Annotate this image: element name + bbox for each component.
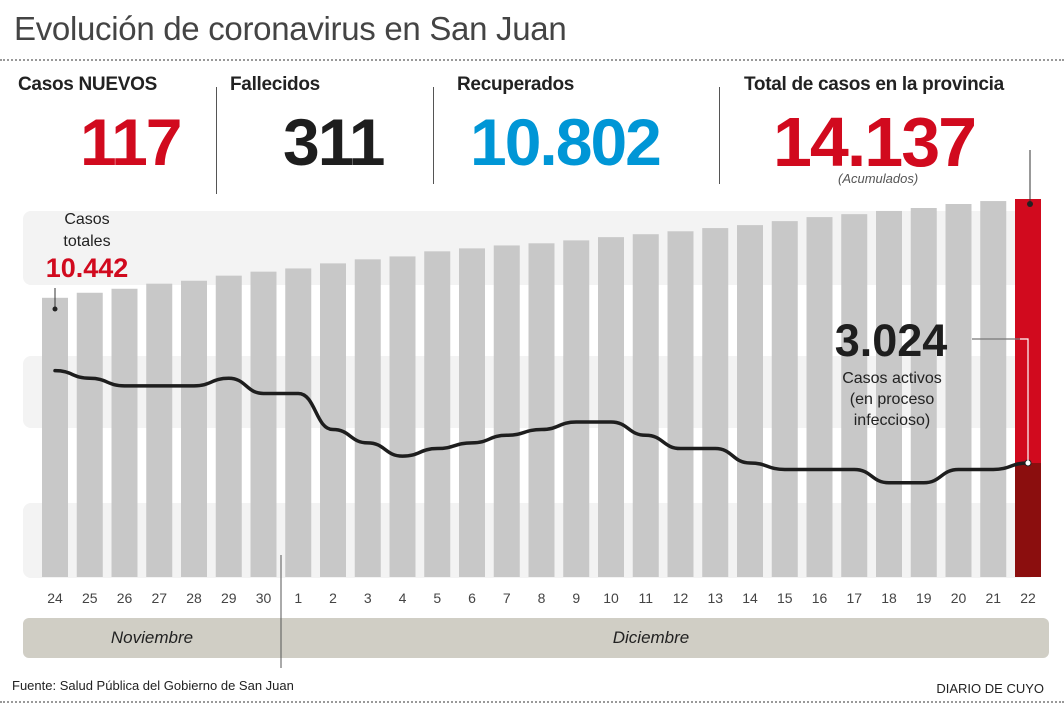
x-tick-11: 11: [638, 590, 653, 606]
deaths-label: Fallecidos: [230, 74, 320, 95]
bar-18: [876, 210, 902, 578]
x-tick-27: 27: [151, 590, 167, 606]
x-tick-17: 17: [846, 590, 862, 606]
x-tick-19: 19: [916, 590, 932, 606]
x-tick-6: 6: [468, 590, 476, 606]
x-tick-2: 2: [329, 590, 337, 606]
title-divider: [0, 59, 1064, 61]
bar-20: [945, 204, 972, 578]
active-label-line3: infeccioso): [854, 412, 930, 429]
x-tick-4: 4: [399, 590, 407, 606]
x-tick-30: 30: [256, 590, 272, 606]
recovered-label: Recuperados: [457, 74, 575, 95]
stat-divider: [433, 87, 434, 184]
recovered-value: 10.802: [470, 105, 662, 179]
x-tick-3: 3: [364, 590, 372, 606]
x-tick-16: 16: [812, 590, 828, 606]
x-tick-labels: 24 25 26 27 28 29 30 1 2 3 4 5 6 7 8 9 10 11 12 13 14 15 16 17 1…: [47, 590, 1036, 606]
first-total-dot: [52, 306, 58, 312]
bar-25: [76, 292, 103, 577]
bar-6: [459, 248, 485, 577]
bar-21: [980, 201, 1007, 578]
total-cases-note: (Acumulados): [838, 171, 919, 186]
x-tick-15: 15: [777, 590, 793, 606]
bar-24: [42, 297, 68, 577]
active-value: 3.024: [835, 315, 948, 366]
x-tick-9: 9: [572, 590, 580, 606]
stat-divider: [216, 87, 217, 194]
bar-30: [250, 271, 277, 577]
bar-10: [598, 237, 624, 577]
bar-4: [389, 256, 416, 577]
x-tick-12: 12: [673, 590, 689, 606]
x-tick-13: 13: [707, 590, 723, 606]
footer-divider: [0, 701, 1064, 703]
first-total-value: 10.442: [46, 253, 129, 283]
total-cases-label: Total de casos en la provincia: [744, 74, 1004, 95]
bar-13: [702, 228, 729, 577]
bar-3: [354, 259, 381, 577]
bar-1: [285, 268, 312, 577]
bars: [42, 199, 1041, 578]
bar-11: [632, 234, 659, 577]
first-total-label-line1: Casos: [64, 211, 109, 228]
x-tick-26: 26: [117, 590, 133, 606]
bar-9: [563, 240, 590, 577]
x-tick-7: 7: [503, 590, 511, 606]
new-cases-value: 117: [80, 105, 182, 179]
bar-29: [215, 275, 242, 577]
x-tick-29: 29: [221, 590, 237, 606]
bar-7: [493, 245, 520, 577]
x-tick-22: 22: [1020, 590, 1036, 606]
bar-12: [667, 231, 694, 577]
active-label-line2: (en proceso: [850, 391, 935, 408]
x-tick-28: 28: [186, 590, 202, 606]
month-label-december: Diciembre: [613, 628, 690, 647]
x-tick-25: 25: [82, 590, 98, 606]
x-tick-5: 5: [433, 590, 441, 606]
x-tick-10: 10: [603, 590, 619, 606]
x-tick-18: 18: [881, 590, 897, 606]
month-bar: [23, 618, 1049, 658]
total-cases-value: 14.137: [773, 103, 977, 181]
x-tick-1: 1: [294, 590, 302, 606]
bar-26: [111, 288, 138, 577]
bar-17: [841, 214, 868, 577]
brand-credit: DIARIO DE CUYO: [936, 681, 1044, 696]
bar-14: [737, 225, 763, 578]
active-cases-line: [53, 368, 1030, 485]
new-cases-label: Casos NUEVOS: [18, 74, 157, 95]
bar-15: [771, 221, 798, 577]
bar-28: [181, 280, 207, 577]
x-tick-20: 20: [951, 590, 967, 606]
source-note: Fuente: Salud Pública del Gobierno de Sa…: [12, 678, 294, 693]
deaths-value: 311: [283, 105, 385, 179]
page-title: Evolución de coronavirus en San Juan: [14, 10, 567, 47]
bar-2: [320, 263, 346, 577]
bar-27: [146, 283, 173, 577]
annotations: Casos totales 10.442 3.024 Casos activos…: [46, 150, 1033, 461]
x-tick-24: 24: [47, 590, 63, 606]
active-bar-segment: [1015, 463, 1041, 577]
x-tick-14: 14: [742, 590, 758, 606]
month-label-november: Noviembre: [111, 628, 193, 647]
stat-divider: [719, 87, 720, 184]
bar-8: [528, 243, 555, 578]
bar-19: [910, 208, 937, 578]
bar-16: [806, 217, 833, 577]
active-label-line1: Casos activos: [842, 370, 942, 387]
bar-5: [424, 251, 451, 577]
x-tick-21: 21: [985, 590, 1001, 606]
x-tick-8: 8: [538, 590, 546, 606]
first-total-label-line2: totales: [63, 233, 110, 250]
last-total-dot: [1027, 201, 1033, 207]
